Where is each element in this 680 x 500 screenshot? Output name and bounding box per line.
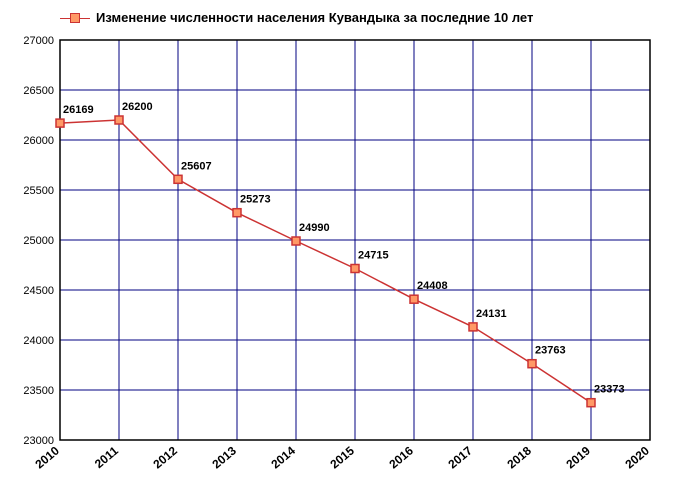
svg-text:23763: 23763 [535, 345, 566, 357]
chart-legend: Изменение численности населения Кувандык… [60, 10, 533, 25]
population-line-chart: 23000 23500 24000 24500 25000 25500 26000 26500… [0, 0, 680, 500]
svg-text:2012: 2012 [150, 443, 180, 471]
svg-text:26200: 26200 [122, 101, 153, 113]
svg-text:2013: 2013 [209, 443, 239, 471]
svg-text:24990: 24990 [299, 222, 330, 234]
svg-text:25500: 25500 [23, 185, 54, 197]
svg-text:26500: 26500 [23, 85, 54, 97]
svg-text:23500: 23500 [23, 385, 54, 397]
svg-text:2019: 2019 [563, 443, 593, 471]
svg-text:24408: 24408 [417, 280, 448, 292]
legend-marker [60, 11, 90, 25]
svg-text:25000: 25000 [23, 235, 54, 247]
svg-text:24715: 24715 [358, 250, 389, 262]
svg-text:27000: 27000 [23, 35, 54, 47]
svg-text:2016: 2016 [386, 443, 416, 471]
svg-text:26000: 26000 [23, 135, 54, 147]
svg-text:2018: 2018 [504, 443, 534, 471]
svg-text:24000: 24000 [23, 335, 54, 347]
svg-text:2017: 2017 [445, 443, 475, 471]
svg-text:23373: 23373 [594, 384, 625, 396]
svg-text:24131: 24131 [476, 308, 507, 320]
svg-text:23000: 23000 [23, 435, 54, 447]
svg-text:2020: 2020 [622, 443, 652, 471]
svg-text:25273: 25273 [240, 194, 271, 206]
chart-container: Изменение численности населения Кувандык… [0, 0, 680, 500]
svg-text:2015: 2015 [327, 443, 357, 471]
svg-text:26169: 26169 [63, 104, 94, 116]
svg-text:2010: 2010 [32, 443, 62, 471]
svg-text:2014: 2014 [268, 443, 298, 471]
svg-text:2011: 2011 [92, 443, 121, 471]
legend-label: Изменение численности населения Кувандык… [96, 10, 533, 25]
svg-text:25607: 25607 [181, 160, 212, 172]
svg-text:24500: 24500 [23, 285, 54, 297]
